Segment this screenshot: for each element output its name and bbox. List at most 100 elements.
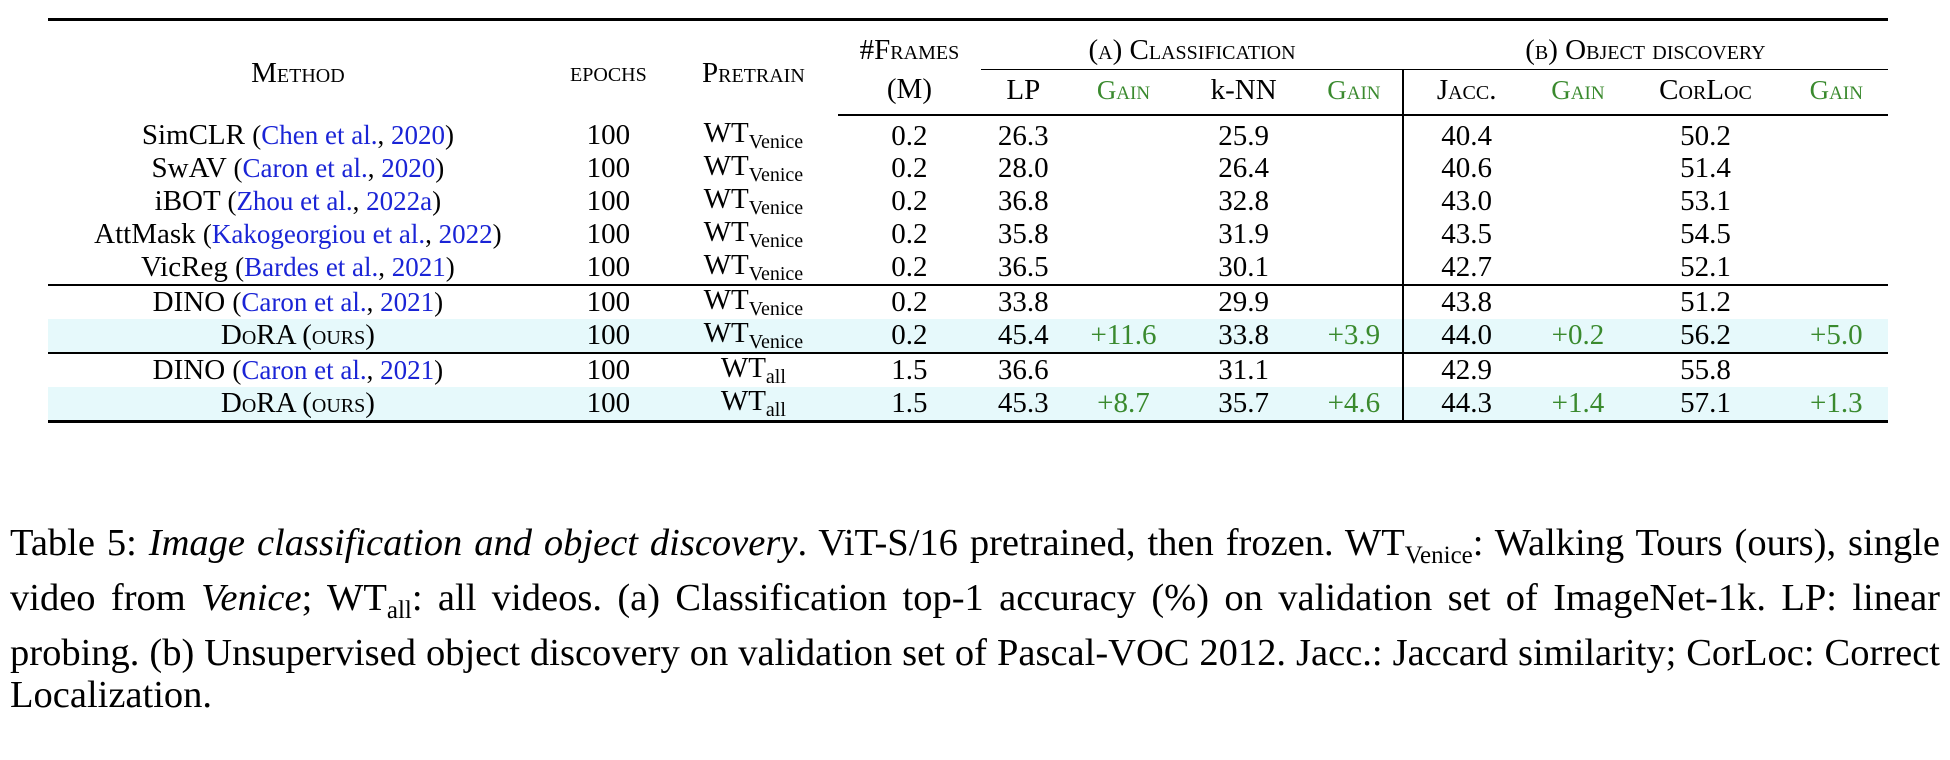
lp-cell: 36.5	[997, 251, 1049, 283]
knn-cell: 29.9	[1181, 284, 1306, 319]
knn-gain-cell	[1305, 352, 1403, 387]
citation-close: )	[444, 120, 454, 150]
citation-close: )	[492, 219, 502, 249]
table-row: SimCLR (Chen et al., 2020) 100 WTVenice 0.2…	[48, 115, 1888, 152]
lp-gain-cell: +11.6	[1065, 319, 1182, 353]
pretrain-cell: WTVenice	[669, 251, 838, 285]
citation-author-link: Chen et al.	[261, 120, 378, 150]
table-row: DoRA (ours) 100 WTVenice 0.2 45.4 +11.6 33.8 +3…	[48, 319, 1888, 353]
pretrain-subscript: Venice	[748, 230, 804, 252]
corloc-cell: 56.2	[1626, 319, 1785, 353]
citation-author-link: Caron et al.	[242, 153, 368, 183]
pretrain-subscript: Venice	[748, 197, 804, 219]
lp-cell: 45.4	[981, 319, 1066, 353]
jacc-cell: 40.4	[1401, 115, 1530, 152]
method-cell: SimCLR (Chen et al., 2020)	[48, 115, 548, 152]
method-cell: iBOT (Zhou et al., 2022a)	[48, 185, 548, 218]
jacc-cell: 43.8	[1401, 284, 1530, 319]
pretrain-base: WT	[720, 385, 766, 417]
lp-gain-cell: +8.7	[1065, 387, 1182, 423]
pretrain-base: WT	[720, 352, 766, 384]
caption-sub-all: all	[386, 597, 412, 624]
table-row: DINO (Caron et al., 2021) 100 WTall 1.5 36.6…	[48, 352, 1888, 387]
header-jacc: Jacc.	[1401, 69, 1530, 116]
pretrain-cell: WTall	[669, 352, 838, 387]
pretrain-subscript: all	[765, 399, 786, 421]
citation-year-link: 2022a	[366, 186, 433, 216]
citation-year-link: 2020	[381, 153, 436, 183]
citation-separator: ,	[366, 287, 381, 317]
frames-cell: 1.5	[837, 352, 982, 387]
method-name: SimCLR	[141, 119, 245, 151]
lp-cell: 35.8	[997, 218, 1049, 250]
knn-gain-cell: +4.6	[1305, 387, 1403, 423]
header-corloc: CorLoc	[1626, 69, 1785, 116]
citation-open: (	[232, 355, 242, 385]
method-cell: SwAV (Caron et al., 2020)	[48, 152, 548, 185]
caption-text-1: . ViT-S/16 pretrained, then frozen. WT	[797, 522, 1405, 564]
header-frames-unit: (M)	[837, 69, 982, 116]
caption-venice: Venice	[201, 577, 302, 619]
method-name: DINO	[152, 354, 226, 386]
citation-open: (	[252, 120, 262, 150]
table-row: VicReg (Bardes et al., 2021) 100 WTVenice 0…	[48, 251, 1888, 285]
corloc-cell: 54.5	[1680, 218, 1731, 250]
jacc-gain-cell	[1529, 218, 1626, 251]
frames-cell: 0.2	[891, 119, 928, 152]
epochs-cell: 100	[547, 284, 670, 319]
header-epochs: epochs	[570, 57, 647, 88]
pretrain-cell: WTVenice	[669, 185, 838, 219]
caption-text-4: : all videos. (a) Classification top-1 a…	[10, 577, 1940, 716]
lp-cell: 36.8	[997, 185, 1049, 217]
results-table: Method epochs Pretrain #Frames (a) Class…	[48, 18, 1888, 423]
caption-title: Image classification and object discover…	[148, 522, 798, 564]
jacc-cell: 42.9	[1401, 352, 1530, 387]
header-frames: #Frames	[859, 33, 960, 66]
pretrain-base: WT	[703, 117, 749, 149]
lp-gain-cell	[1065, 115, 1181, 152]
method-cell: AttMask (Kakogeorgiou et al., 2022)	[48, 218, 548, 251]
frames-cell: 0.2	[837, 319, 982, 353]
header-corloc-gain: Gain	[1784, 69, 1888, 116]
pretrain-subscript: Venice	[748, 263, 804, 285]
method-name: DINO	[152, 286, 226, 318]
caption-text-2: : Walking Tours (ours), single video fro…	[10, 522, 1941, 619]
corloc-gain-cell: +5.0	[1784, 319, 1888, 353]
caption-text-3: ; WT	[301, 577, 387, 619]
results-table-body: SimCLR (Chen et al., 2020) 100 WTVenice 0.2…	[48, 115, 1888, 423]
corloc-gain-cell	[1784, 352, 1888, 387]
citation-close: )	[434, 355, 444, 385]
corloc-cell: 57.1	[1626, 387, 1785, 423]
header-row-1: Method epochs Pretrain #Frames (a) Class…	[48, 19, 1888, 87]
header-lp-gain: Gain	[1065, 69, 1182, 116]
epochs-cell: 100	[547, 319, 670, 353]
header-knn-gain: Gain	[1305, 69, 1403, 116]
frames-cell: 0.2	[837, 284, 982, 319]
corloc-gain-cell	[1785, 251, 1888, 285]
citation-author-link: Kakogeorgiou et al.	[211, 219, 426, 249]
knn-gain-cell: +3.9	[1305, 319, 1403, 353]
knn-gain-cell	[1306, 218, 1403, 251]
method-cell: DoRA (ours)	[48, 387, 548, 423]
citation-open: (	[232, 287, 242, 317]
knn-cell: 26.4	[1218, 152, 1270, 184]
citation-year-link: 2021	[380, 287, 435, 317]
citation-open: (	[202, 219, 212, 249]
corloc-cell: 53.1	[1680, 185, 1731, 217]
corloc-cell: 50.2	[1680, 119, 1731, 152]
corloc-cell: 51.4	[1680, 152, 1731, 184]
method-cell: DoRA (ours)	[48, 319, 548, 353]
citation-open: (	[235, 252, 245, 282]
citation-author-link: Caron et al.	[241, 287, 367, 317]
corloc-gain-cell	[1785, 218, 1888, 251]
corloc-cell: 51.2	[1626, 284, 1785, 319]
jacc-cell: 42.7	[1401, 251, 1530, 285]
method-cell: DINO (Caron et al., 2021)	[48, 352, 548, 387]
knn-gain-cell	[1306, 115, 1403, 152]
frames-cell: 1.5	[837, 387, 982, 423]
corloc-gain-cell: +1.3	[1784, 387, 1888, 423]
pretrain-base: WT	[703, 284, 749, 316]
knn-cell: 31.1	[1181, 352, 1306, 387]
pretrain-base: WT	[703, 216, 749, 248]
lp-gain-cell	[1065, 251, 1181, 285]
